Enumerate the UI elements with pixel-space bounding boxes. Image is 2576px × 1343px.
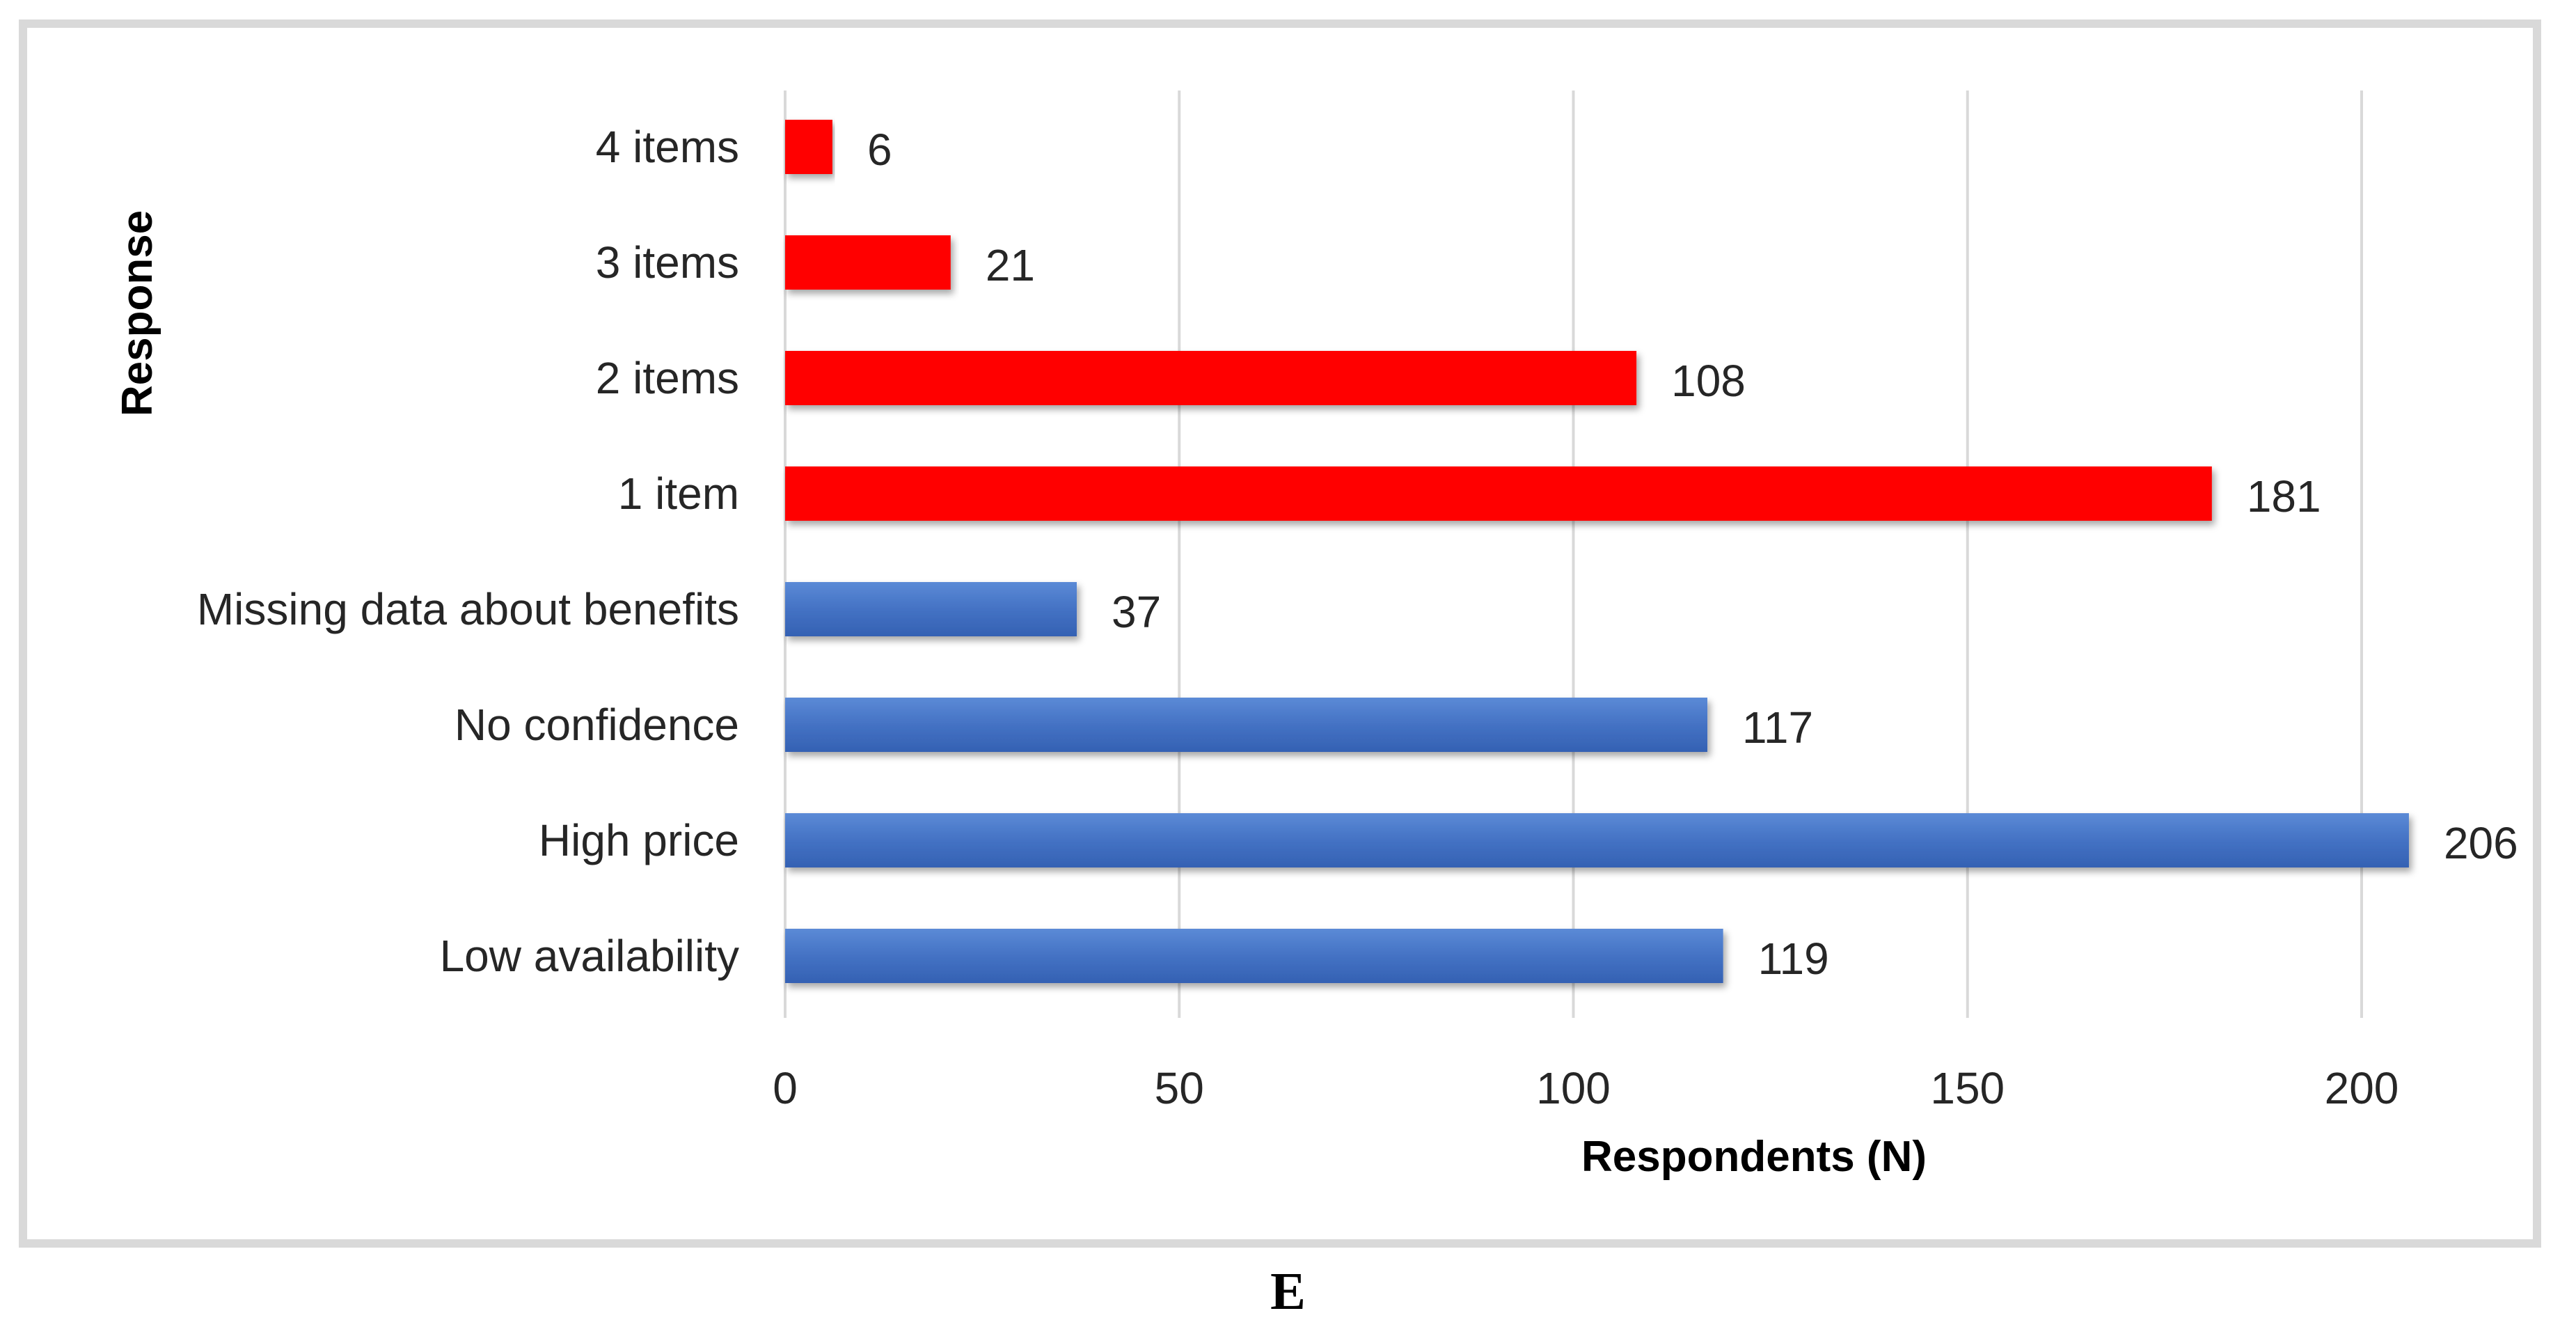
labels: 0 50 100 150 200 4 items 6 3 items 21 2 items 108 1… bbox=[197, 122, 2518, 1113]
bars bbox=[785, 120, 2409, 983]
y-category-label: Low availability bbox=[440, 931, 739, 981]
y-category-label: 1 item bbox=[618, 469, 739, 519]
data-label: 21 bbox=[986, 240, 1035, 290]
bar bbox=[785, 929, 1723, 983]
data-label: 119 bbox=[1758, 934, 1829, 984]
bar bbox=[785, 235, 951, 290]
data-label: 206 bbox=[2444, 818, 2518, 868]
bar bbox=[785, 582, 1077, 636]
data-label: 181 bbox=[2247, 471, 2321, 521]
y-category-label: No confidence bbox=[455, 700, 739, 750]
y-category-label: 4 items bbox=[596, 122, 739, 172]
bar bbox=[785, 351, 1637, 405]
y-category-label: Missing data about benefits bbox=[197, 584, 739, 634]
panel-letter: E bbox=[1270, 1262, 1306, 1321]
bar bbox=[785, 466, 2212, 521]
y-axis-title: Response bbox=[113, 210, 161, 416]
x-tick-label: 100 bbox=[1536, 1063, 1611, 1113]
x-axis-title: Respondents (N) bbox=[1581, 1133, 1927, 1181]
y-category-label: 3 items bbox=[596, 237, 739, 288]
gridlines bbox=[784, 91, 2363, 1018]
x-tick-label: 150 bbox=[1930, 1063, 2005, 1113]
bar bbox=[785, 120, 832, 174]
y-category-label: High price bbox=[539, 815, 739, 865]
bar bbox=[785, 698, 1708, 752]
x-tick-label: 200 bbox=[2325, 1063, 2399, 1113]
x-tick-label: 0 bbox=[773, 1063, 798, 1113]
x-tick-label: 50 bbox=[1155, 1063, 1204, 1113]
data-label: 117 bbox=[1742, 702, 1813, 753]
y-category-label: 2 items bbox=[596, 353, 739, 403]
data-label: 108 bbox=[1671, 356, 1746, 406]
chart-frame bbox=[19, 19, 2541, 1248]
data-label: 6 bbox=[867, 125, 892, 175]
bar bbox=[785, 813, 2409, 867]
data-label: 37 bbox=[1112, 587, 1161, 637]
